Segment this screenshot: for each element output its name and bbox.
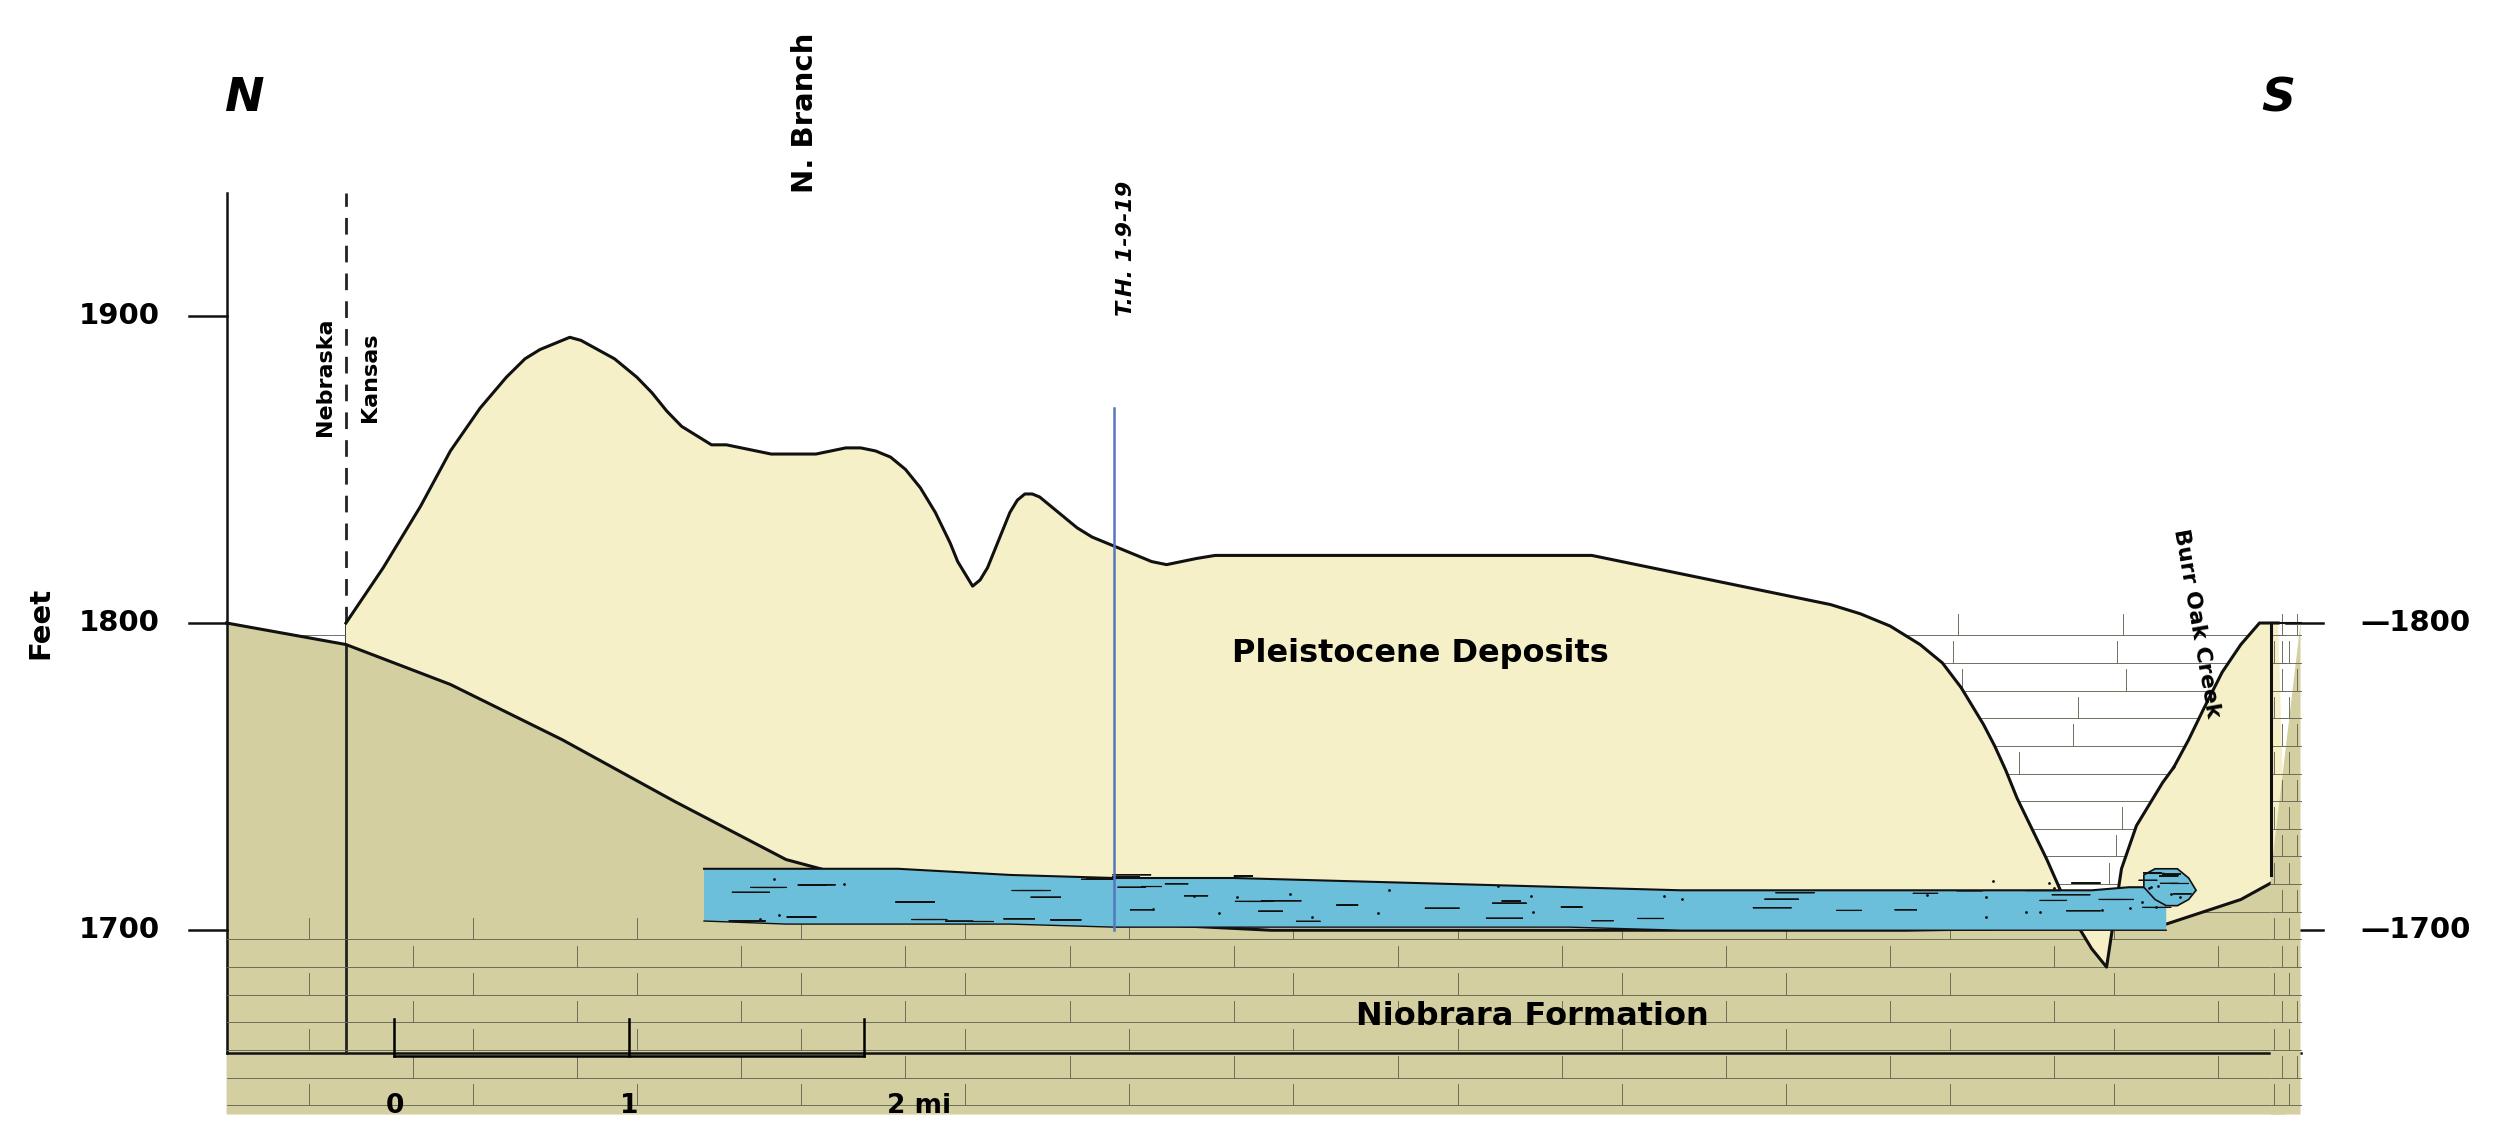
Text: 0: 0 bbox=[386, 1093, 403, 1119]
Text: N: N bbox=[225, 77, 266, 122]
Polygon shape bbox=[346, 338, 2285, 967]
Text: Nebraska: Nebraska bbox=[316, 318, 336, 437]
Polygon shape bbox=[2270, 623, 2300, 1115]
Text: Pleistocene Deposits: Pleistocene Deposits bbox=[1232, 638, 1608, 669]
Text: 1700: 1700 bbox=[78, 917, 160, 945]
Text: —1700: —1700 bbox=[2360, 917, 2470, 945]
Text: N. Branch: N. Branch bbox=[792, 33, 819, 193]
Text: S: S bbox=[2262, 77, 2295, 122]
Text: Feet: Feet bbox=[25, 587, 55, 659]
Text: 1800: 1800 bbox=[78, 609, 160, 637]
Polygon shape bbox=[225, 623, 2285, 1115]
Text: T.H. 1-9-19: T.H. 1-9-19 bbox=[1115, 180, 1135, 315]
Polygon shape bbox=[2144, 869, 2197, 905]
Polygon shape bbox=[704, 869, 2167, 930]
Text: —1800: —1800 bbox=[2360, 609, 2470, 637]
Text: 1900: 1900 bbox=[78, 302, 160, 330]
Text: Burr Oak Creek: Burr Oak Creek bbox=[2169, 527, 2222, 720]
Text: 1: 1 bbox=[621, 1093, 639, 1119]
Text: Niobrara Formation: Niobrara Formation bbox=[1355, 1001, 1708, 1031]
Text: 2 mi: 2 mi bbox=[887, 1093, 952, 1119]
Text: Kansas: Kansas bbox=[361, 332, 381, 422]
